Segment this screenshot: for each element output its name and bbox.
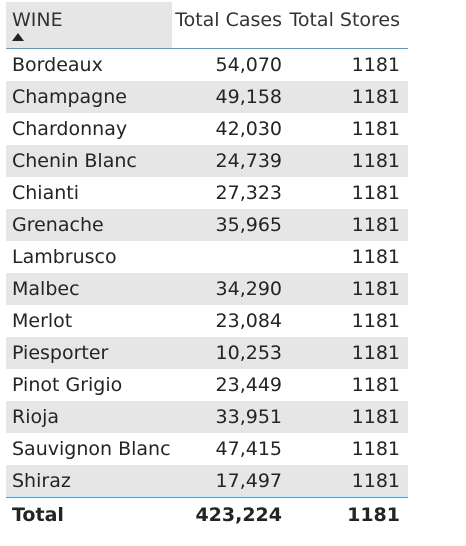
total-stores-cell: 1181 (351, 118, 400, 140)
total-stores-cell: 1181 (351, 278, 400, 300)
total-stores-cell: 1181 (351, 246, 400, 268)
column-header-wine[interactable]: WINE (6, 2, 172, 48)
wine-table: WINE Total Cases Total Stores Bordeaux 54… (6, 2, 408, 532)
table-row[interactable]: Piesporter 10,253 1181 (6, 337, 408, 369)
total-stores-cell: 1181 (351, 470, 400, 492)
total-cases-value: 423,224 (195, 504, 282, 526)
total-stores-cell: 1181 (351, 342, 400, 364)
total-cases-cell: 47,415 (215, 438, 282, 460)
total-stores-cell: 1181 (351, 406, 400, 428)
wine-name-cell: Rioja (12, 406, 60, 428)
total-stores-value: 1181 (347, 504, 400, 526)
table-row[interactable]: Champagne 49,158 1181 (6, 81, 408, 113)
total-cases-cell: 23,084 (215, 310, 282, 332)
column-header-total-cases[interactable]: Total Cases (175, 9, 282, 31)
total-row: Total 423,224 1181 (6, 497, 408, 532)
wine-name-cell: Chianti (12, 182, 80, 204)
total-cases-cell: 42,030 (215, 118, 282, 140)
total-cases-cell: 17,497 (215, 470, 282, 492)
total-stores-cell: 1181 (351, 438, 400, 460)
sort-ascending-icon[interactable] (12, 33, 24, 41)
wine-name-cell: Champagne (12, 86, 127, 108)
total-stores-cell: 1181 (351, 374, 400, 396)
wine-name-cell: Grenache (12, 214, 104, 236)
total-stores-cell: 1181 (351, 150, 400, 172)
total-label: Total (12, 504, 64, 526)
total-stores-cell: 1181 (351, 214, 400, 236)
total-stores-cell: 1181 (351, 310, 400, 332)
wine-name-cell: Merlot (12, 310, 73, 332)
table-row[interactable]: Chianti 27,323 1181 (6, 177, 408, 209)
total-cases-cell: 27,323 (215, 182, 282, 204)
wine-name-cell: Malbec (12, 278, 80, 300)
table-header: WINE Total Cases Total Stores (6, 2, 408, 49)
wine-name-cell: Pinot Grigio (12, 374, 123, 396)
wine-name-cell: Sauvignon Blanc (12, 438, 171, 460)
table-row[interactable]: Chardonnay 42,030 1181 (6, 113, 408, 145)
table-row[interactable]: Rioja 33,951 1181 (6, 401, 408, 433)
table-row[interactable]: Bordeaux 54,070 1181 (6, 49, 408, 81)
total-stores-cell: 1181 (351, 182, 400, 204)
total-cases-cell: 35,965 (215, 214, 282, 236)
table-row[interactable]: Pinot Grigio 23,449 1181 (6, 369, 408, 401)
table-row[interactable]: Malbec 34,290 1181 (6, 273, 408, 305)
total-cases-cell: 49,158 (215, 86, 282, 108)
table-row[interactable]: Sauvignon Blanc 47,415 1181 (6, 433, 408, 465)
wine-name-cell: Bordeaux (12, 54, 103, 76)
wine-name-cell: Piesporter (12, 342, 109, 364)
total-cases-cell: 54,070 (215, 54, 282, 76)
wine-name-cell: Shiraz (12, 470, 71, 492)
table-row[interactable]: Lambrusco 1181 (6, 241, 408, 273)
total-cases-cell: 23,449 (215, 374, 282, 396)
wine-name-cell: Chardonnay (12, 118, 128, 140)
column-header-total-stores[interactable]: Total Stores (289, 9, 400, 31)
table-body: Bordeaux 54,070 1181 Champagne 49,158 1181 Cha… (6, 49, 408, 497)
table-row[interactable]: Merlot 23,084 1181 (6, 305, 408, 337)
wine-name-cell: Chenin Blanc (12, 150, 137, 172)
column-header-wine-label: WINE (12, 9, 63, 31)
wine-name-cell: Lambrusco (12, 246, 117, 268)
total-cases-cell: 34,290 (215, 278, 282, 300)
total-cases-cell: 10,253 (215, 342, 282, 364)
table-row[interactable]: Grenache 35,965 1181 (6, 209, 408, 241)
total-cases-cell: 33,951 (215, 406, 282, 428)
total-cases-cell: 24,739 (215, 150, 282, 172)
table-row[interactable]: Shiraz 17,497 1181 (6, 465, 408, 497)
table-row[interactable]: Chenin Blanc 24,739 1181 (6, 145, 408, 177)
total-stores-cell: 1181 (351, 54, 400, 76)
total-stores-cell: 1181 (351, 86, 400, 108)
